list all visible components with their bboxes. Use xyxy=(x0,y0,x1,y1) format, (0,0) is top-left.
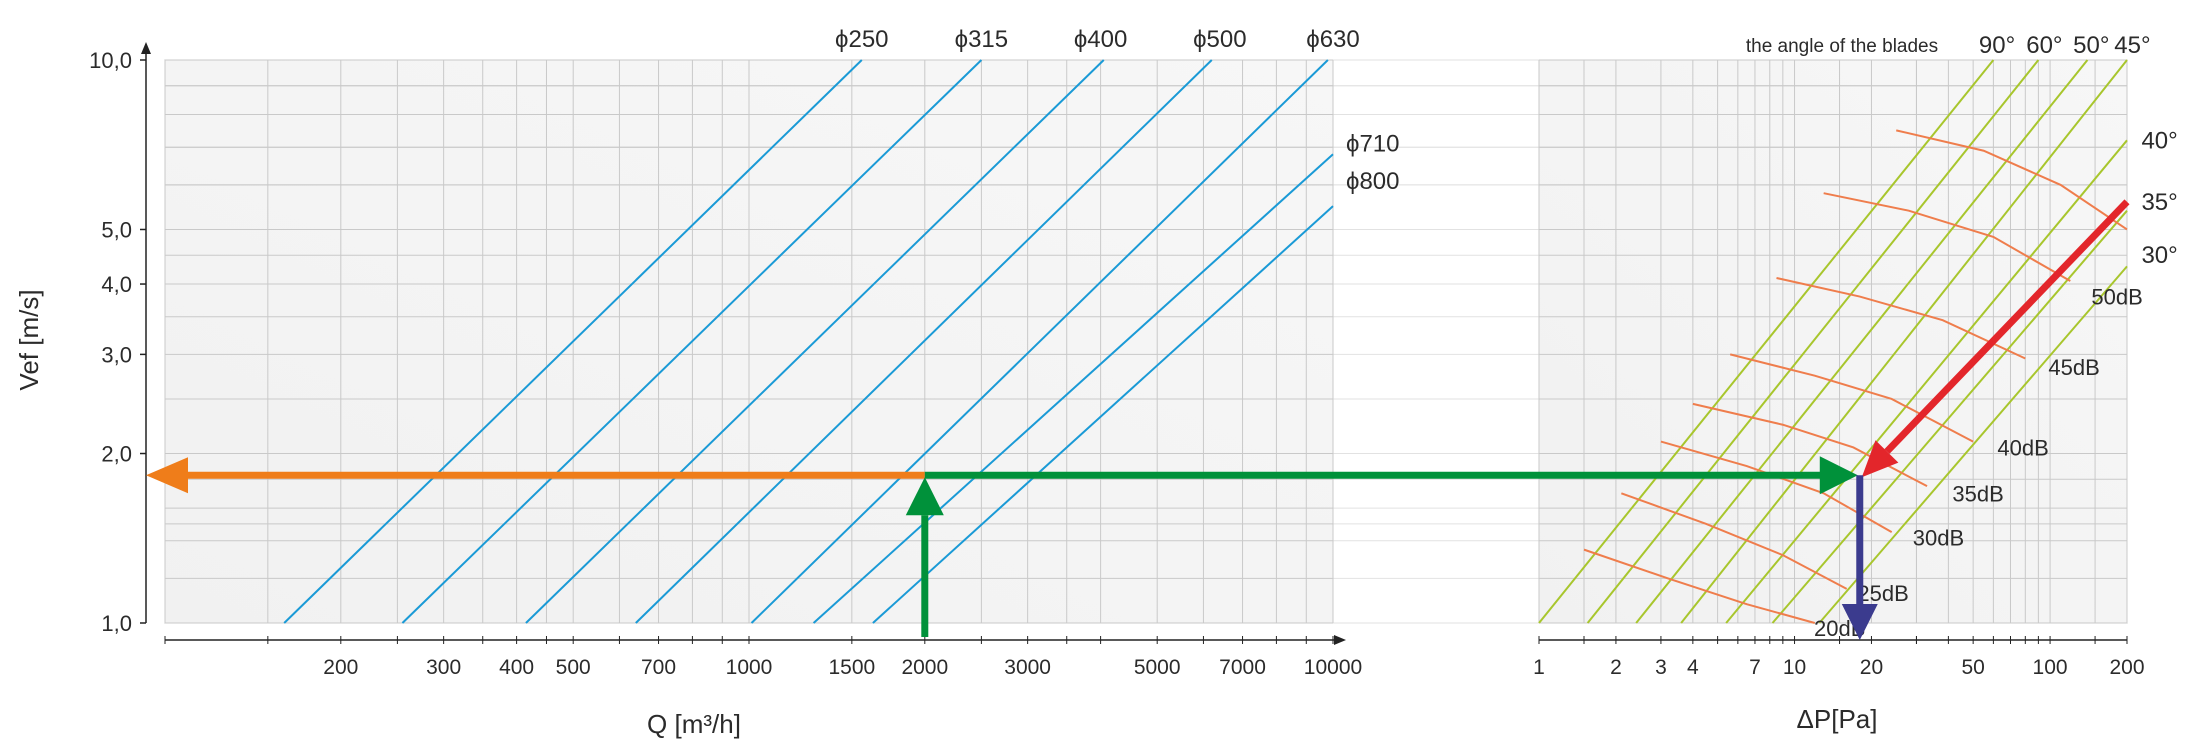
plot-panels xyxy=(164,59,2128,624)
noise-curve-label: 50dB xyxy=(2091,285,2142,310)
blade-angle-line xyxy=(1818,265,2128,624)
noise-curve xyxy=(1620,492,1848,590)
x-tick-label-left: 10000 xyxy=(1304,656,1362,679)
y-tick-label: 4,0 xyxy=(101,272,132,297)
diameter-label: ϕ500 xyxy=(1193,26,1246,53)
diameter-line xyxy=(812,153,1334,624)
noise-curve xyxy=(1692,402,1928,488)
x-tick-label-right: 7 xyxy=(1749,656,1761,679)
x-tick-label-left: 1500 xyxy=(828,656,875,679)
y-axis-label: Vef [m/s] xyxy=(14,289,44,390)
diameter-line xyxy=(872,205,1334,624)
angle-arrow-head xyxy=(1861,440,1899,478)
blade-angle-line xyxy=(1725,139,2128,624)
blade-angle-label: 35° xyxy=(2141,189,2177,216)
noise-curve xyxy=(1895,129,2128,231)
diameter-line xyxy=(401,59,983,624)
blade-angle-line xyxy=(1680,59,2128,624)
x-tick-label-right: 20 xyxy=(1860,656,1883,679)
noise-curve xyxy=(1583,548,1816,624)
y-tick-label: 2,0 xyxy=(101,442,132,467)
y-tick-label: 3,0 xyxy=(101,342,132,367)
x-tick-label-left: 400 xyxy=(499,656,534,679)
blade-angle-title: the angle of the blades xyxy=(1746,36,1938,57)
velocity-arrow-head xyxy=(146,457,188,494)
x-tick-label-right: 1 xyxy=(1533,656,1545,679)
x-tick-label-left: 1000 xyxy=(726,656,773,679)
noise-curve xyxy=(1823,192,2071,282)
pressure-arrow-head xyxy=(1841,604,1878,640)
flow-arrow-head-up xyxy=(905,477,944,516)
x-tick-label-left: 700 xyxy=(641,656,676,679)
diameter-label: ϕ400 xyxy=(1074,26,1127,53)
x-tick-label-left: 2000 xyxy=(901,656,948,679)
y-tick-label: 5,0 xyxy=(101,217,132,242)
x-tick-label-right: 100 xyxy=(2033,656,2068,679)
noise-curve-label: 40dB xyxy=(1997,435,2048,460)
x-tick-label-left: 500 xyxy=(556,656,591,679)
x-tick-label-right: 4 xyxy=(1687,656,1699,679)
x-tick-label-left: 200 xyxy=(323,656,358,679)
blade-angle-label: 40° xyxy=(2141,127,2177,154)
x-tick-label-right: 200 xyxy=(2109,656,2144,679)
x-tick-label-right: 50 xyxy=(1961,656,1984,679)
y-tick-label: 10,0 xyxy=(89,48,132,73)
diameter-label: ϕ315 xyxy=(955,26,1008,53)
diameter-label: ϕ710 xyxy=(1346,131,1399,158)
blade-angle-label: 30° xyxy=(2141,242,2177,269)
blade-angle-label: 60° xyxy=(2026,32,2062,59)
x-tick-label-right: 2 xyxy=(1610,656,1622,679)
x-tick-label-left: 5000 xyxy=(1134,656,1181,679)
y-tick-label: 1,0 xyxy=(101,611,132,636)
series-lines xyxy=(283,59,2128,624)
x-tick-label-right: 3 xyxy=(1655,656,1667,679)
y-axis-arrowhead xyxy=(141,42,151,54)
flow-arrow-head-right xyxy=(1819,456,1858,495)
right-plot-area xyxy=(1538,59,2128,624)
blade-angle-label: 50° xyxy=(2073,32,2109,59)
x-axis-label-right: ΔP[Pa] xyxy=(1797,704,1878,734)
blade-angle-line xyxy=(1586,59,2040,624)
noise-curve xyxy=(1776,277,2026,360)
blade-angle-label: 45° xyxy=(2114,32,2150,59)
x-axis-arrowhead-left xyxy=(1334,635,1346,645)
noise-curve xyxy=(1729,353,1974,443)
diameter-line xyxy=(635,59,1213,624)
diameter-line xyxy=(283,59,863,624)
x-tick-label-left: 300 xyxy=(426,656,461,679)
grid-lines xyxy=(164,59,2128,624)
diameter-label: ϕ800 xyxy=(1346,168,1399,195)
x-tick-label-left: 3000 xyxy=(1004,656,1051,679)
x-axis-label-left: Q [m³/h] xyxy=(647,709,741,739)
diameter-label: ϕ250 xyxy=(835,26,888,53)
noise-curve-label: 45dB xyxy=(2048,355,2099,380)
angle-arrow-shaft xyxy=(1884,199,2130,454)
diameter-line xyxy=(750,59,1329,624)
noise-curve-label: 30dB xyxy=(1913,525,1964,550)
selection-arrows xyxy=(146,199,2130,640)
diameter-line xyxy=(525,59,1105,624)
noise-curve-label: 25dB xyxy=(1857,581,1908,606)
x-tick-label-right: 10 xyxy=(1783,656,1806,679)
noise-curve-label: 35dB xyxy=(1952,481,2003,506)
blade-angle-label: 90° xyxy=(1979,32,2015,59)
diameter-label: ϕ630 xyxy=(1306,26,1359,53)
x-tick-label-left: 7000 xyxy=(1219,656,1266,679)
blade-angle-line xyxy=(1538,59,1995,624)
blade-angle-line xyxy=(1635,59,2089,624)
